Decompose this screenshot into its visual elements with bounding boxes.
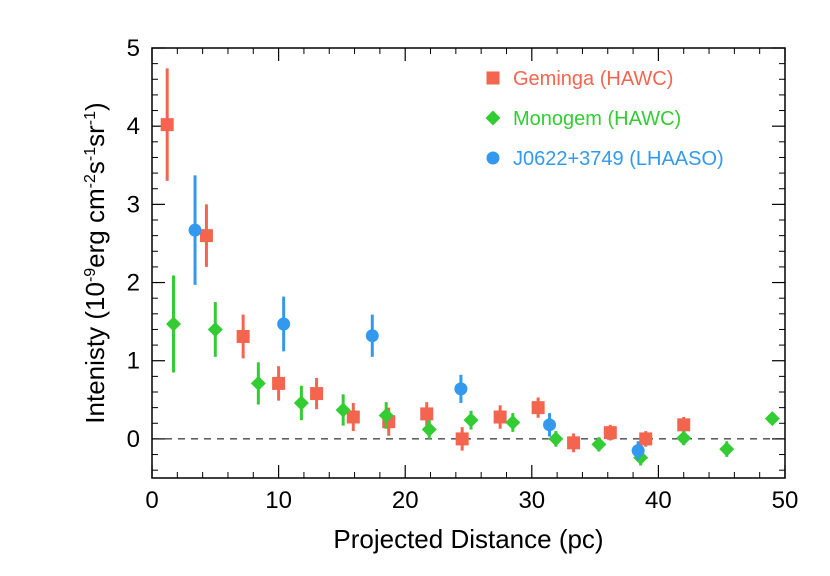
x-tick-label: 30 — [518, 487, 545, 514]
y-tick-label: 2 — [127, 270, 140, 297]
y-tick-label: 3 — [127, 191, 140, 218]
x-tick-label: 0 — [145, 487, 158, 514]
data-point — [764, 411, 780, 427]
plot-frame — [151, 47, 786, 479]
data-point — [505, 414, 521, 430]
data-point — [188, 223, 202, 237]
data-point — [293, 395, 309, 411]
axis-ticks: 0 10 20 30 40 50 0 1 2 3 4 5 — [127, 35, 799, 514]
data-point — [531, 401, 545, 415]
data-point — [346, 410, 360, 424]
data-point — [365, 329, 379, 343]
legend-label: J0622+3749 (LHAASO) — [513, 148, 724, 170]
y-axis-title: Intenisty (10-9erg cm-2s-1sr-1) — [80, 102, 110, 423]
data-point — [719, 441, 735, 457]
data-point — [272, 376, 286, 390]
data-point — [676, 430, 692, 446]
x-tick-label: 50 — [772, 487, 799, 514]
data-point — [591, 436, 607, 452]
data-point — [493, 410, 507, 424]
y-tick-label: 4 — [127, 113, 140, 140]
x-axis-title: Projected Distance (pc) — [333, 524, 603, 554]
data-point — [454, 382, 468, 396]
data-point — [603, 426, 617, 440]
data-point — [199, 229, 213, 243]
data-point — [420, 407, 434, 421]
series-square — [160, 68, 691, 453]
data-point — [631, 444, 645, 458]
x-tick-label: 20 — [392, 487, 419, 514]
series-diamond — [166, 275, 780, 466]
legend-label: Geminga (HAWC) — [513, 68, 673, 90]
legend-marker — [486, 71, 500, 85]
data-point — [463, 412, 479, 428]
y-tick-label: 1 — [127, 348, 140, 375]
data-point — [455, 432, 469, 446]
x-tick-label: 40 — [645, 487, 672, 514]
data-point — [207, 321, 223, 337]
data-point — [236, 329, 250, 343]
legend-label: Monogem (HAWC) — [513, 108, 681, 130]
legend-marker — [486, 151, 500, 165]
data-point — [277, 317, 291, 331]
data-point — [378, 407, 394, 423]
x-tick-label: 10 — [265, 487, 292, 514]
legend-marker — [485, 110, 501, 126]
data-point — [639, 432, 653, 446]
legend: Geminga (HAWC) Monogem (HAWC) J0622+3749 (… — [485, 68, 724, 170]
data-point — [421, 422, 437, 438]
data-point — [335, 402, 351, 418]
data-point — [310, 387, 324, 401]
data-point — [250, 375, 266, 391]
data-marks — [160, 68, 780, 466]
series-circle — [188, 175, 645, 461]
data-point — [166, 316, 182, 332]
data-point — [567, 436, 581, 450]
data-point — [548, 431, 564, 447]
data-point — [160, 118, 174, 132]
y-tick-label: 5 — [127, 35, 140, 62]
y-tick-label: 0 — [127, 426, 140, 453]
data-point — [677, 418, 691, 432]
data-point — [543, 418, 557, 432]
